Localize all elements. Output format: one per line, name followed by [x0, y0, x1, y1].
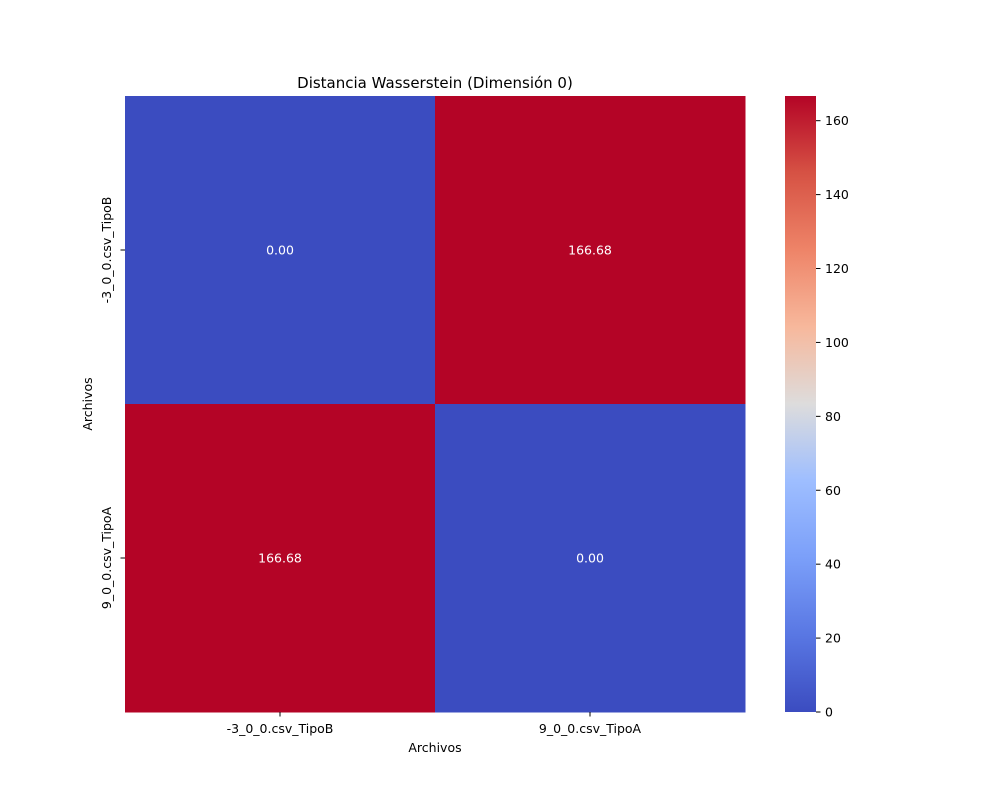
- colorbar-tick-label: 100: [825, 335, 849, 350]
- x-tick-label: 9_0_0.csv_TipoA: [539, 721, 642, 736]
- colorbar-tick-label: 40: [825, 557, 841, 572]
- heatmap-cell-labels: 0.00 166.68 166.68 0.00: [258, 243, 612, 566]
- cell-value-label: 0.00: [266, 243, 294, 258]
- heatmap-cells: [125, 96, 746, 713]
- x-axis-ticks: -3_0_0.csv_TipoB 9_0_0.csv_TipoA: [227, 712, 642, 736]
- colorbar-tick-label: 0: [825, 705, 833, 720]
- colorbar-tick-label: 140: [825, 187, 849, 202]
- y-tick-label: 9_0_0.csv_TipoA: [99, 506, 114, 609]
- cell-value-label: 0.00: [576, 551, 604, 566]
- heatmap-cell: [125, 404, 436, 713]
- cell-value-label: 166.68: [568, 243, 612, 258]
- y-tick-label: -3_0_0.csv_TipoB: [99, 197, 114, 304]
- heatmap-cell: [435, 96, 746, 405]
- chart-title: Distancia Wasserstein (Dimensión 0): [297, 74, 573, 92]
- colorbar-ticks: 0 20 40 60 80 100 120 140 160: [816, 113, 849, 720]
- cell-value-label: 166.68: [258, 551, 302, 566]
- colorbar-tick-label: 80: [825, 409, 841, 424]
- y-axis-ticks: -3_0_0.csv_TipoB 9_0_0.csv_TipoA: [99, 197, 125, 609]
- heatmap-cell: [125, 96, 436, 405]
- colorbar-tick-label: 160: [825, 113, 849, 128]
- heatmap-cell: [435, 404, 746, 713]
- colorbar-tick-label: 60: [825, 483, 841, 498]
- colorbar-tick-label: 120: [825, 261, 849, 276]
- x-axis-label: Archivos: [408, 740, 461, 755]
- colorbar: [785, 96, 816, 712]
- x-tick-label: -3_0_0.csv_TipoB: [227, 721, 334, 736]
- y-axis-label: Archivos: [80, 377, 95, 430]
- colorbar-tick-label: 20: [825, 631, 841, 646]
